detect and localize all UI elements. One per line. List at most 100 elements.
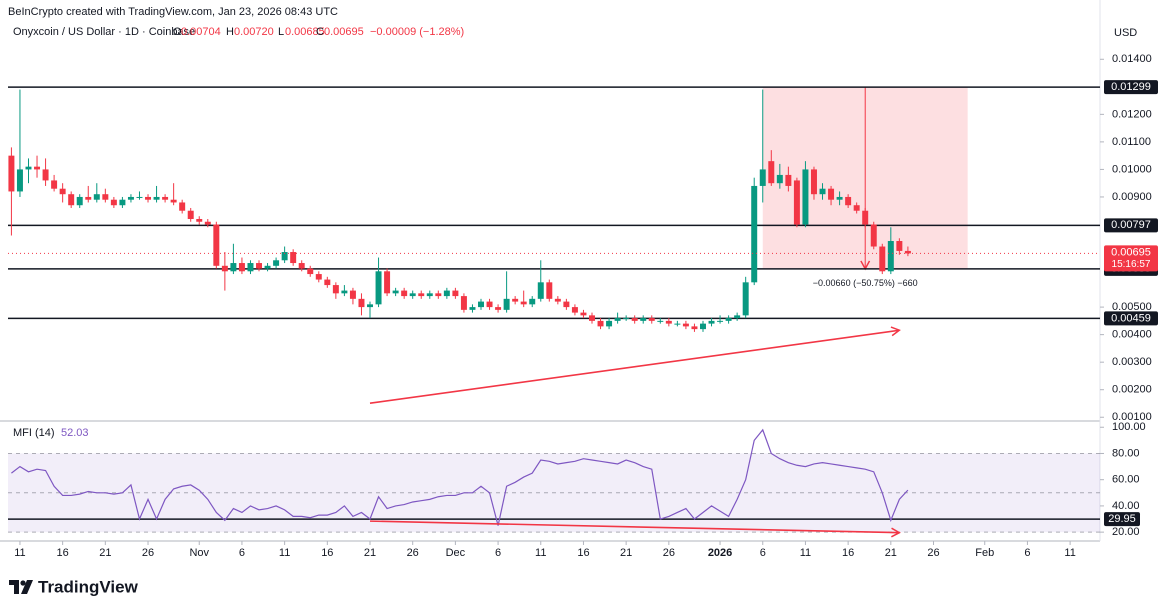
arrow-head [890,326,901,337]
x-tick-label: 16 [57,547,69,559]
candle-body [520,301,527,305]
candle-body [153,196,160,200]
candle-body [16,169,23,192]
candle-body [802,169,809,225]
candle-body [281,252,288,261]
candle-body [238,263,245,272]
x-tick-label: 11 [800,547,811,559]
candle-body [571,307,578,313]
candle-body [776,174,783,184]
candle-body [213,224,220,266]
candle-body [42,169,49,181]
candle-body [85,196,92,200]
candle-body [845,196,852,206]
candle-body [76,196,83,206]
candle-body [708,320,715,324]
candle-body [59,188,66,195]
candle-body [896,241,903,251]
y-tick-label: 0.01100 [1112,136,1151,148]
mfi-line [11,428,909,526]
candle-body [221,265,228,272]
candle-body [836,196,843,200]
candle-body [512,298,519,302]
candle-body [136,196,143,198]
candle-body [162,196,169,200]
x-tick-label: 11 [279,547,290,559]
candle-body [648,318,655,321]
candle-body [273,260,280,266]
candle-body [904,250,911,254]
candle-body [426,293,433,297]
ohlc-value: 0.00695 [324,26,364,38]
candle-body [682,323,689,327]
ohlc-value: 0.00704 [181,26,221,38]
candle-body [580,312,587,316]
ohlc-letter: C [316,26,324,38]
candle-body [546,282,553,299]
level-label: 29.95 [1108,513,1136,525]
change: −0.00009 (−1.28%) [370,26,464,38]
candle-body [170,199,177,203]
candle-body [554,298,561,302]
candle-body [717,320,724,322]
candle-body [145,196,152,200]
candle-body [862,210,869,225]
candle-body [341,290,348,294]
candle-body [401,290,408,297]
logo-mark [9,580,19,594]
y-tick-label: 0.00300 [1112,356,1152,368]
candle-body [68,194,75,206]
level-label: 0.01299 [1111,81,1151,93]
candle-body [529,298,536,305]
candle-body [324,279,331,286]
x-tick-label: 26 [927,547,939,559]
candle-body [589,315,595,321]
candle-body [537,282,544,299]
candle-body [349,290,356,299]
level-label-box [1104,512,1140,527]
candle-body [358,298,365,308]
candle-body [315,274,322,280]
candle-body [478,301,484,308]
x-tick-label: 11 [1064,547,1075,559]
x-tick-label: 21 [99,547,111,559]
current-price-box [1104,245,1158,272]
x-tick-label: 16 [842,547,854,559]
y-tick-label: 0.00400 [1112,329,1152,341]
candle-body [127,196,134,200]
arrow-head [891,527,901,538]
candle-body [452,290,459,297]
candle-body [307,268,314,275]
y-tick-label: 100.00 [1112,421,1146,433]
candle-body [110,199,117,206]
candle-body [734,315,741,319]
candle-body [204,221,211,225]
x-tick-label: 11 [14,547,25,559]
candle-body [93,194,100,200]
x-tick-label: 26 [407,547,419,559]
ohlc-letter: L [278,26,284,38]
candle-body [785,174,792,186]
logo-mark [21,580,33,594]
x-tick-label: 11 [535,547,546,559]
currency: USD [1114,27,1137,39]
candle-body [196,218,203,222]
y-tick-label: 0.01400 [1112,53,1152,65]
x-tick-label: 21 [364,547,376,559]
candle-body [503,298,510,310]
candle-body [187,210,194,219]
y-tick-label: 60.00 [1112,474,1140,486]
ohlc-letter: O [173,26,182,38]
candle-body [495,307,502,310]
ohlc-letter: H [226,26,234,38]
mfi-value: 52.03 [61,427,89,439]
x-tick-label: 26 [142,547,154,559]
y-tick-label: 0.00500 [1112,301,1152,313]
candle-body [742,282,749,316]
logo [9,580,33,594]
candle-body [443,290,450,297]
candle-body [392,290,399,294]
level-label-box [1104,80,1158,95]
